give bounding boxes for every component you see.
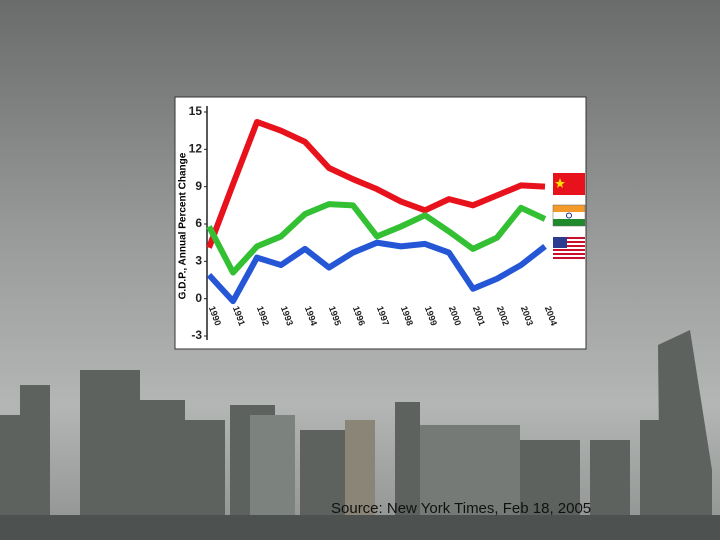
flag-usa	[553, 237, 585, 259]
flag-china	[553, 173, 585, 195]
y-tick-label: 9	[195, 179, 202, 193]
series-line	[206, 239, 547, 305]
series-line	[206, 201, 547, 276]
chart-panel	[174, 96, 587, 350]
source-note: Source: New York Times, Feb 18, 2005	[331, 500, 591, 517]
legend-flags	[552, 173, 586, 259]
flag-india	[552, 204, 586, 227]
y-tick-label: 0	[195, 291, 202, 305]
y-tick-label: 15	[189, 104, 203, 118]
y-tick-label: 3	[195, 254, 202, 268]
skyline	[0, 330, 720, 540]
y-tick-label: 6	[195, 216, 202, 230]
y-axis-title: G.D.P., Annual Percent Change	[178, 152, 189, 299]
y-tick-label: -3	[191, 328, 202, 342]
y-tick-label: 12	[189, 142, 203, 156]
series-line	[206, 118, 546, 249]
